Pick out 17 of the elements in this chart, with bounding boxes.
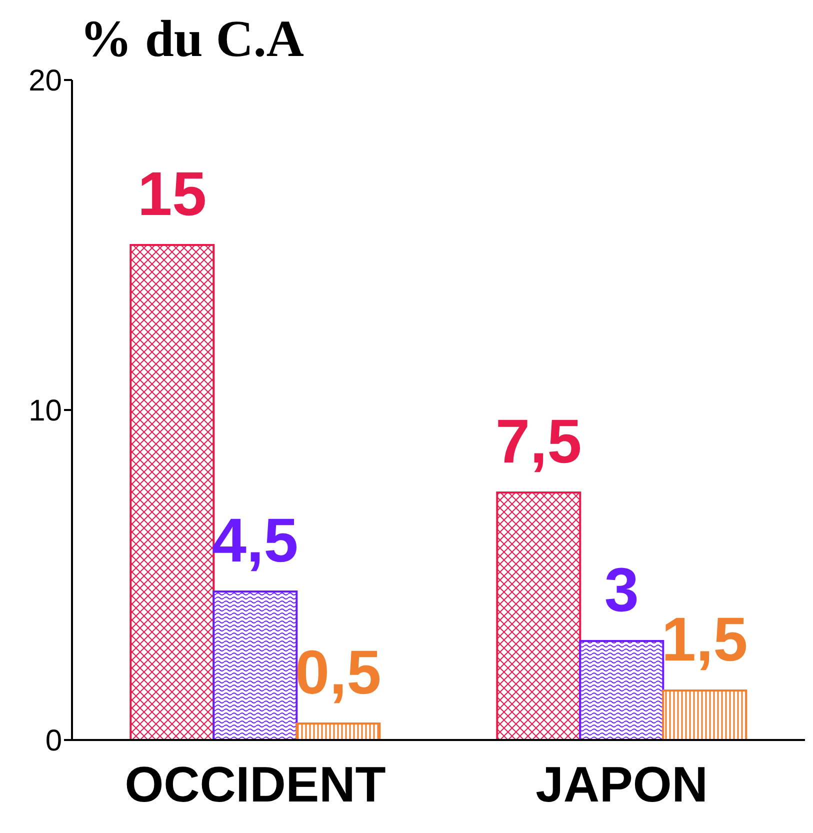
data-label: 0,5 — [295, 638, 382, 708]
y-tick-label: 20 — [28, 64, 62, 98]
y-tick-label: 10 — [28, 394, 62, 428]
bar — [130, 244, 215, 740]
data-label: 15 — [138, 160, 207, 229]
bar — [662, 690, 748, 740]
bar — [579, 640, 664, 740]
bar — [496, 492, 582, 740]
data-label: 1,5 — [662, 606, 748, 674]
data-label: 7,5 — [496, 408, 582, 476]
y-tick-label: 0 — [45, 724, 62, 758]
data-label: 3 — [604, 556, 639, 625]
bar — [212, 590, 298, 740]
x-tick-label: OCCIDENT — [124, 756, 386, 812]
x-tick-label: JAPON — [536, 756, 708, 812]
bar — [296, 722, 381, 740]
chart-title: % du C.A — [80, 10, 304, 69]
